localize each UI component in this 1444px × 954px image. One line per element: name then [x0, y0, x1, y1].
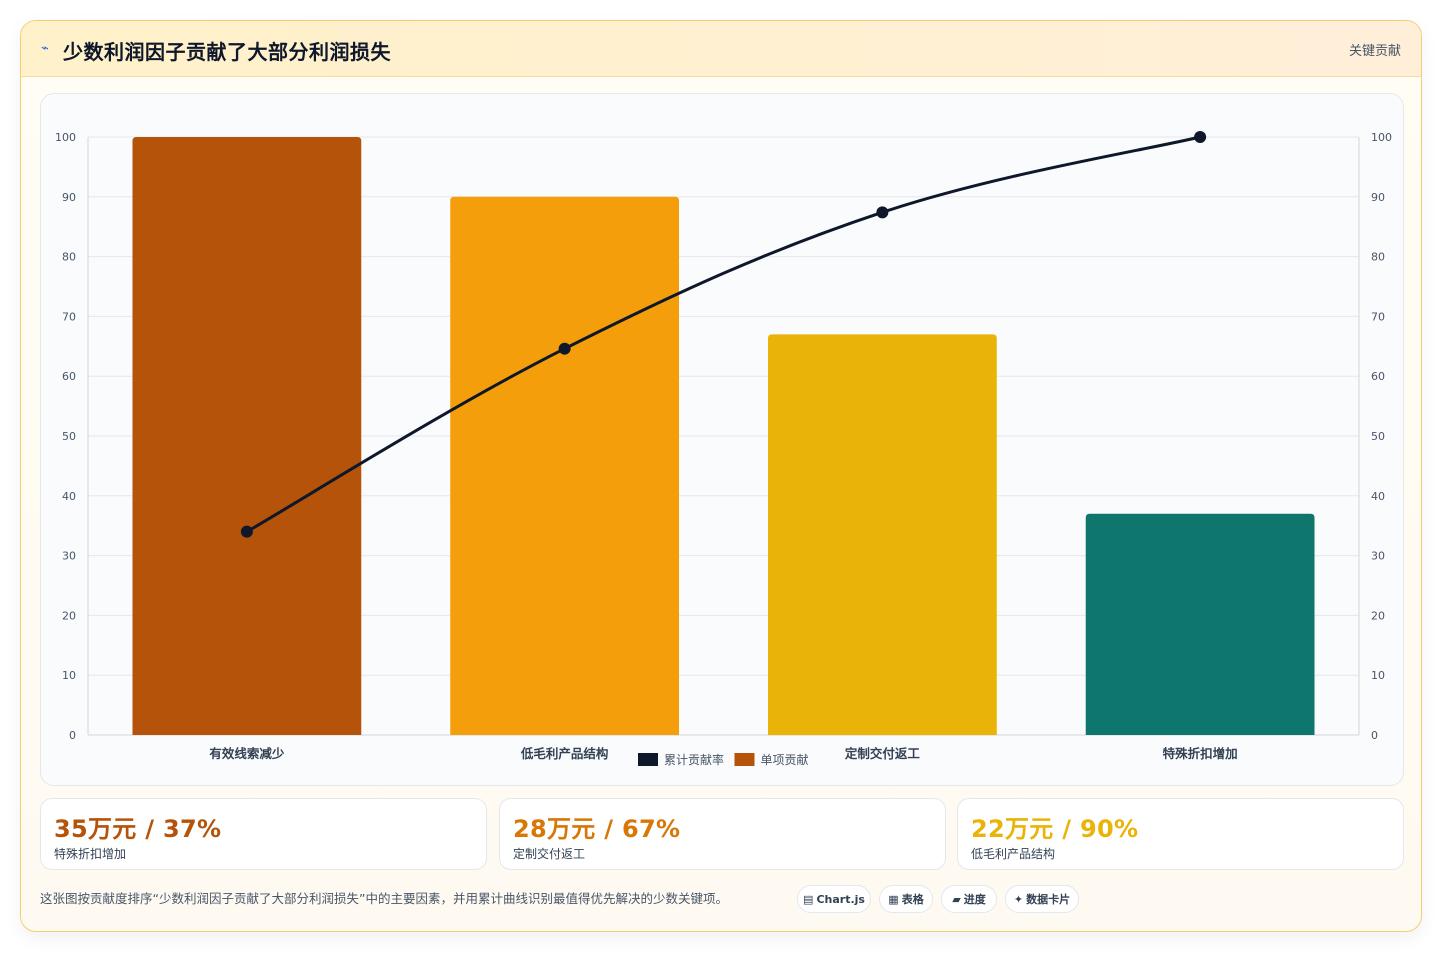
chip-table[interactable]: ▦ 表格 [879, 885, 933, 913]
y2-tick-label: 0 [1371, 729, 1378, 742]
table-icon: ▦ [888, 893, 899, 906]
stat-value: 22万元 / 90% [971, 815, 1139, 843]
bar [1085, 513, 1315, 735]
stat-value: 35万元 / 37% [54, 815, 222, 843]
cumulative-point [240, 525, 253, 538]
y2-tick-label: 80 [1371, 251, 1385, 264]
card-header: ⌁ 少数利润因子贡献了大部分利润损失 关键贡献 [21, 21, 1421, 77]
y2-tick-label: 70 [1371, 310, 1385, 323]
cumulative-point [558, 342, 571, 355]
bar [450, 196, 680, 736]
x-tick-label: 定制交付返工 [844, 746, 921, 761]
pareto-chart: 0 10 20 30 40 50 60 70 80 90 100 0 10 20 30 40 50 60 70 80 9… [55, 131, 1392, 767]
y-tick-label: 10 [62, 669, 76, 682]
stat-cards: 35万元 / 37% 特殊折扣增加 28万元 / 67% 定制交付返工 22万元… [40, 798, 1404, 872]
chip-progress[interactable]: ▰ 进度 [941, 885, 997, 913]
chip-label: 进度 [963, 893, 986, 906]
header-tag[interactable]: 关键贡献 [1348, 44, 1401, 59]
legend-swatch [734, 753, 755, 766]
y-tick-label: 50 [62, 430, 76, 443]
stat-card-1: 35万元 / 37% 特殊折扣增加 [40, 798, 487, 870]
cumulative-point [1194, 131, 1207, 143]
legend-swatch [638, 753, 658, 766]
x-tick-label: 特殊折扣增加 [1163, 746, 1238, 761]
bar [767, 334, 997, 735]
y-tick-label: 0 [69, 729, 76, 742]
y2-tick-label: 100 [1371, 131, 1392, 144]
y-tick-label: 80 [62, 251, 76, 264]
cumulative-point [876, 206, 889, 219]
y2-tick-label: 40 [1371, 490, 1385, 503]
bar [132, 137, 362, 735]
pulse-icon: ⌁ [41, 41, 49, 56]
chart-description: 这张图按贡献度排序“少数利润因子贡献了大部分利润损失”中的主要因素，并用累计曲线… [40, 891, 728, 906]
y-tick-label: 90 [62, 191, 76, 204]
chip-label: 表格 [901, 893, 924, 906]
chip-label: Chart.js [816, 893, 865, 906]
sparkle-icon: ✦ [1013, 893, 1024, 906]
y2-tick-label: 10 [1371, 669, 1385, 682]
chart-icon: ▤ [803, 893, 814, 906]
chip-chartjs[interactable]: ▤ Chart.js [797, 885, 871, 913]
y2-tick-label: 90 [1371, 191, 1385, 204]
y2-tick-label: 60 [1371, 370, 1385, 383]
y-tick-label: 30 [62, 550, 76, 563]
progress-icon: ▰ [952, 893, 961, 906]
chart-panel: 0 10 20 30 40 50 60 70 80 90 100 0 10 20 30 40 50 60 70 80 9… [40, 93, 1404, 786]
y-tick-label: 60 [62, 370, 76, 383]
stat-label: 特殊折扣增加 [54, 847, 127, 861]
cumulative-line [246, 135, 1201, 533]
stat-card-3: 22万元 / 90% 低毛利产品结构 [957, 798, 1404, 870]
stat-card-2: 28万元 / 67% 定制交付返工 [499, 798, 946, 870]
x-tick-label: 低毛利产品结构 [520, 746, 609, 761]
y-tick-label: 40 [62, 490, 76, 503]
x-tick-label: 有效线索减少 [209, 746, 285, 761]
chip-data-card[interactable]: ✦ 数据卡片 [1005, 885, 1079, 913]
stat-label: 定制交付返工 [513, 847, 586, 861]
legend-label: 累计贡献率 [664, 752, 724, 767]
legend-label: 单项贡献 [761, 752, 809, 767]
y-tick-label: 70 [62, 310, 76, 323]
y-tick-label: 20 [62, 609, 76, 622]
y2-tick-label: 30 [1371, 550, 1385, 563]
stat-value: 28万元 / 67% [513, 815, 681, 843]
chart-card: ⌁ 少数利润因子贡献了大部分利润损失 关键贡献 0 10 20 30 40 50 60 70 8… [20, 20, 1422, 932]
y-tick-label: 100 [55, 131, 76, 144]
y2-tick-label: 20 [1371, 609, 1385, 622]
chip-label: 数据卡片 [1026, 893, 1071, 906]
card-title: 少数利润因子贡献了大部分利润损失 [63, 40, 391, 64]
stat-label: 低毛利产品结构 [971, 847, 1056, 861]
y2-tick-label: 50 [1371, 430, 1385, 443]
